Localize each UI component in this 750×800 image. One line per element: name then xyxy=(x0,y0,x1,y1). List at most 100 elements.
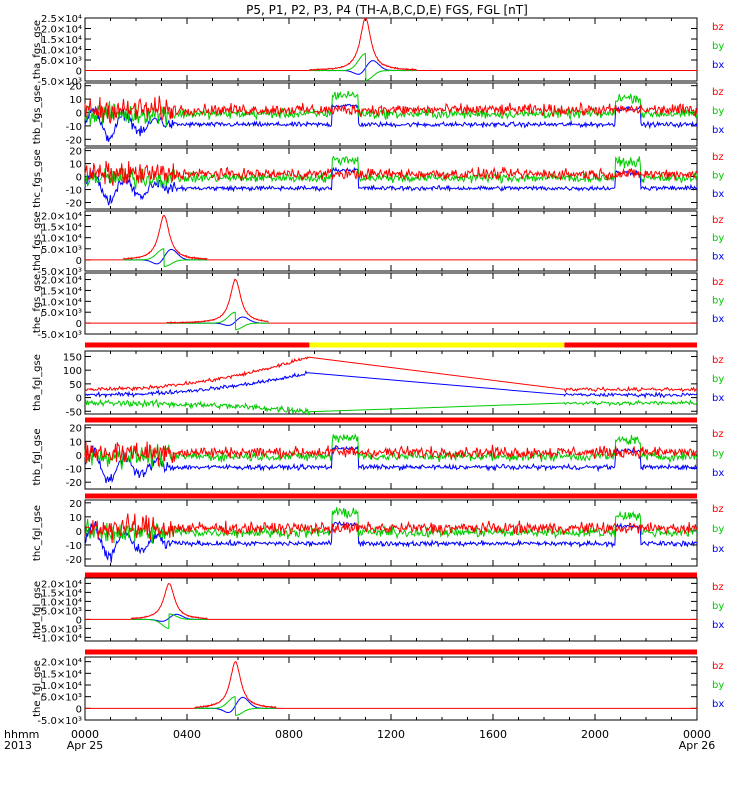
legend-by: by xyxy=(712,680,724,691)
y-tick-label: 1.5×10⁴ xyxy=(41,35,82,46)
legend-bx: bx xyxy=(712,393,724,404)
series-by xyxy=(194,696,277,716)
y-tick-label: -5.0×10³ xyxy=(37,77,82,88)
y-tick-label: 20 xyxy=(69,147,82,158)
plot-frame xyxy=(84,577,698,642)
y-tick-label: 0 xyxy=(76,527,82,538)
panel-thc_fgl_gse: thc_fgl_gse -20 -10 0 10 20 bz by bx xyxy=(32,499,724,567)
x-tick-label: 2000 xyxy=(581,728,609,741)
legend-bx: bx xyxy=(712,468,724,479)
series-bz xyxy=(84,513,698,544)
y-axis-label: thc_fgl_gse xyxy=(32,505,43,561)
y-axis-label: the_fgl_gse xyxy=(32,660,43,717)
y-tick-label: 10 xyxy=(69,95,82,106)
status-bar-segment xyxy=(309,342,565,348)
y-axis-label: the_fgs_gse xyxy=(32,274,43,333)
y-tick-label: 5.0×10³ xyxy=(41,606,82,617)
x-tick-label: 0000 xyxy=(683,728,711,741)
x-tick-label: 0800 xyxy=(275,728,303,741)
x-tick-date: Apr 26 xyxy=(679,739,716,752)
series-bx xyxy=(309,60,417,75)
y-tick-label: 0 xyxy=(76,256,82,267)
y-tick-label: 5.0×10³ xyxy=(41,693,82,704)
x-tick-label: 1200 xyxy=(377,728,405,741)
y-tick-label: -20 xyxy=(66,135,82,146)
panel-the_fgl_gse: the_fgl_gse-5.0×10³05.0×10³1.0×10⁴1.5×10… xyxy=(32,656,724,727)
y-tick-label: 1.5×10⁴ xyxy=(41,588,82,599)
legend-by: by xyxy=(712,601,724,612)
series-by xyxy=(84,90,698,127)
x-tick-label: 0000 xyxy=(71,728,99,741)
legend-bz: bz xyxy=(712,22,724,33)
y-axis-label: thb_fgl_gse xyxy=(32,429,43,486)
series-bx xyxy=(84,520,697,563)
y-tick-label: 2.0×10⁴ xyxy=(41,276,82,287)
y-tick-label: 2.5×10⁴ xyxy=(41,14,82,25)
series-bx xyxy=(84,103,698,142)
y-tick-label: -20 xyxy=(66,199,82,210)
y-tick-label: 5.0×10³ xyxy=(41,56,82,67)
panel-thd_fgs_gse: thd_fgs_gse-5.0×10³05.0×10³1.0×10⁴1.5×10… xyxy=(32,210,724,278)
y-tick-label: 0 xyxy=(76,615,82,626)
series-bz xyxy=(84,95,698,124)
y-tick-label: 100 xyxy=(63,366,82,377)
y-axis-label: tha_fgl_gse xyxy=(32,354,43,411)
legend-bx: bx xyxy=(712,314,724,325)
series-bx xyxy=(84,166,698,206)
status-bar-segment xyxy=(85,572,697,578)
legend-bx: bx xyxy=(712,544,724,555)
y-axis-label: tha_fgs_gse xyxy=(32,20,43,79)
panel-thb_fgs_gse: thb_fgs_gse -20 -10 0 10 20 bz by bx xyxy=(32,82,724,147)
legend-bx: bx xyxy=(712,189,724,200)
legend-bx: bx xyxy=(712,125,724,136)
panel-tha_fgl_gse: tha_fgl_gse -50 0 50 100 150 bz by bx xyxy=(32,350,724,418)
y-tick-label: 0 xyxy=(76,67,82,78)
plot-frame xyxy=(84,210,698,272)
y-tick-label: -10 xyxy=(66,186,82,197)
series-by xyxy=(130,613,208,629)
status-bar-segment xyxy=(85,649,697,655)
legend-bx: bx xyxy=(712,60,724,71)
legend-by: by xyxy=(712,374,724,385)
y-axis-label: thd_fgl_gse xyxy=(32,581,43,638)
y-tick-label: -10 xyxy=(66,541,82,552)
status-bar-segment xyxy=(85,493,697,499)
y-tick-label: 5.0×10³ xyxy=(41,245,82,256)
y-axis-label: thd_fgs_gse xyxy=(32,211,43,270)
legend-by: by xyxy=(712,295,724,306)
y-tick-label: 20 xyxy=(69,82,82,93)
y-tick-label: -5.0×10³ xyxy=(37,330,82,341)
y-tick-label: 10 xyxy=(69,160,82,171)
series-by xyxy=(84,398,698,416)
legend-bx: bx xyxy=(712,251,724,262)
y-tick-label: 0 xyxy=(76,394,82,405)
y-tick-label: 10 xyxy=(69,437,82,448)
panel-thb_fgl_gse: thb_fgl_gse -20 -10 0 10 20 bz by bx xyxy=(32,424,724,490)
y-tick-label: 20 xyxy=(69,499,82,510)
y-tick-label: 1.0×10⁴ xyxy=(41,681,82,692)
y-tick-label: 50 xyxy=(69,380,82,391)
legend-bz: bz xyxy=(712,152,724,163)
legend-bx: bx xyxy=(712,620,724,631)
legend-by: by xyxy=(712,448,724,459)
y-tick-label: 1.5×10⁴ xyxy=(41,223,82,234)
series-bz xyxy=(309,17,417,72)
status-bar-segment xyxy=(564,342,697,348)
legend-by: by xyxy=(712,524,724,535)
panel-the_fgs_gse: the_fgs_gse-5.0×10³05.0×10³1.0×10⁴1.5×10… xyxy=(32,272,724,341)
y-tick-label: 20 xyxy=(69,424,82,435)
series-bz xyxy=(84,356,698,394)
y-tick-label: 0 xyxy=(76,108,82,119)
plot-frame xyxy=(84,656,698,721)
y-tick-label: 1.0×10⁴ xyxy=(41,46,82,57)
series-bz xyxy=(84,441,698,466)
y-axis-label: thb_fgs_gse xyxy=(32,85,43,144)
x-axis-label-year: 2013 xyxy=(4,739,32,752)
x-tick-label: 0400 xyxy=(173,728,201,741)
y-tick-label: 0 xyxy=(76,451,82,462)
y-tick-label: 0 xyxy=(76,319,82,330)
y-tick-label: 2.0×10⁴ xyxy=(41,579,82,590)
legend-bz: bz xyxy=(712,277,724,288)
y-tick-label: 5.0×10³ xyxy=(41,308,82,319)
